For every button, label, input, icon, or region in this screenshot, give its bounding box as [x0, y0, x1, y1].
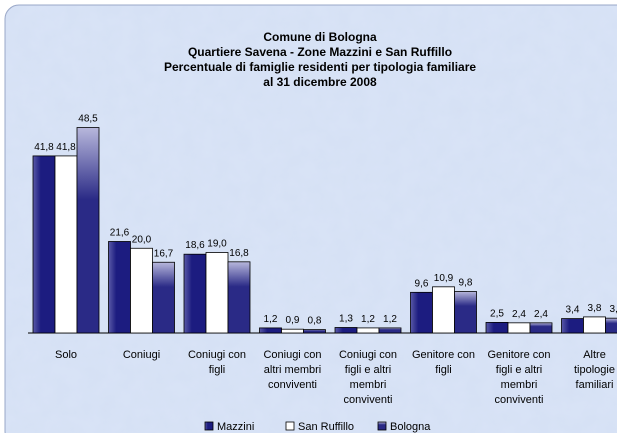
legend-swatch: [377, 421, 387, 431]
label-line: Genitore con: [488, 349, 551, 361]
label-line: membri: [350, 379, 387, 391]
data-label: 3,8: [588, 303, 602, 314]
bar: [205, 252, 229, 334]
bar: [130, 247, 153, 334]
bar: [378, 327, 402, 334]
label-line: conviventi: [268, 379, 317, 391]
data-label: 10,9: [434, 273, 454, 284]
label-line: familiari: [576, 379, 614, 391]
label-line: Altre: [583, 349, 606, 361]
bar: [183, 253, 207, 334]
bar: [227, 261, 251, 334]
data-label: 16,7: [154, 248, 174, 259]
legend-swatch: [285, 421, 295, 431]
data-label: 1,2: [264, 314, 278, 325]
bar: [410, 291, 433, 334]
bar: [356, 327, 380, 334]
label-line: Coniugi con: [188, 349, 246, 361]
data-label: 48,5: [78, 114, 98, 125]
label-line: conviventi: [344, 394, 393, 406]
bar: [432, 286, 455, 334]
bar: [334, 327, 358, 334]
label-line: Coniugi: [123, 349, 160, 361]
data-label: 3,4: [566, 305, 580, 316]
x-tick-label: Genitore con figli e altri membri convivent…: [488, 349, 551, 406]
legend-label: Bologna: [390, 421, 431, 433]
label-line: conviventi: [495, 394, 544, 406]
x-tick-label: Solo: [55, 349, 77, 361]
data-label: 9,8: [459, 277, 473, 288]
chart-title: al 31 dicembre 2008: [263, 75, 377, 89]
data-label: 1,2: [361, 314, 375, 325]
data-label: 41,8: [56, 142, 76, 153]
data-label: 0,9: [286, 315, 300, 326]
data-label: 0,8: [308, 316, 322, 327]
chart-title: Quartiere Savena - Zone Mazzini e San Ru…: [188, 45, 452, 59]
label-line: membri: [501, 379, 538, 391]
data-label: 9,6: [415, 278, 429, 289]
bar: [108, 241, 131, 334]
x-tick-label: Coniugi: [123, 349, 160, 361]
bar: [583, 316, 606, 334]
x-tick-label: Coniugi con figli: [188, 349, 246, 376]
bar: [303, 329, 326, 334]
label-line: Coniugi con: [263, 349, 321, 361]
data-label: 3,5: [610, 304, 617, 315]
label-line: figli: [435, 364, 452, 376]
x-tick-label: Coniugi con figli e altri membri conviventi: [339, 349, 397, 406]
label-line: Solo: [55, 349, 77, 361]
label-line: Genitore con: [412, 349, 475, 361]
data-label: 20,0: [132, 234, 152, 245]
bar: [561, 318, 584, 334]
bar: [259, 327, 282, 334]
data-label: 16,8: [229, 248, 249, 259]
bar: [507, 322, 531, 334]
label-line: figli e altri: [496, 364, 542, 376]
bar: [605, 317, 617, 334]
bar: [32, 155, 56, 334]
chart-title: Comune di Bologna: [263, 30, 377, 44]
bar: [152, 261, 175, 334]
bar: [76, 127, 100, 334]
bar: [54, 155, 78, 334]
x-tick-label: Coniugi con altri membri conviventi: [263, 349, 321, 391]
data-label: 41,8: [34, 142, 54, 153]
data-label: 21,6: [110, 227, 130, 238]
data-label: 2,4: [512, 309, 526, 320]
legend-label: Mazzini: [217, 421, 254, 433]
data-label: 2,4: [534, 309, 548, 320]
data-label: 19,0: [207, 239, 227, 250]
legend-swatch: [204, 421, 214, 431]
x-tick-label: Altre tipologie familiari: [574, 349, 615, 391]
bar: [529, 322, 553, 334]
data-label: 2,5: [490, 308, 504, 319]
x-tick-label: Genitore con figli: [412, 349, 475, 376]
bar: [281, 328, 304, 334]
label-line: figli e altri: [345, 364, 391, 376]
bar: [454, 291, 477, 334]
label-line: figli: [209, 364, 226, 376]
label-line: Coniugi con: [339, 349, 397, 361]
data-label: 1,3: [339, 313, 353, 324]
label-line: tipologie: [574, 364, 615, 376]
data-label: 18,6: [185, 240, 205, 251]
bar: [485, 322, 509, 334]
label-line: altri membri: [264, 364, 321, 376]
data-label: 1,2: [383, 314, 397, 325]
legend-label: San Ruffillo: [298, 421, 354, 433]
chart-title: Percentuale di famiglie residenti per ti…: [164, 60, 476, 74]
